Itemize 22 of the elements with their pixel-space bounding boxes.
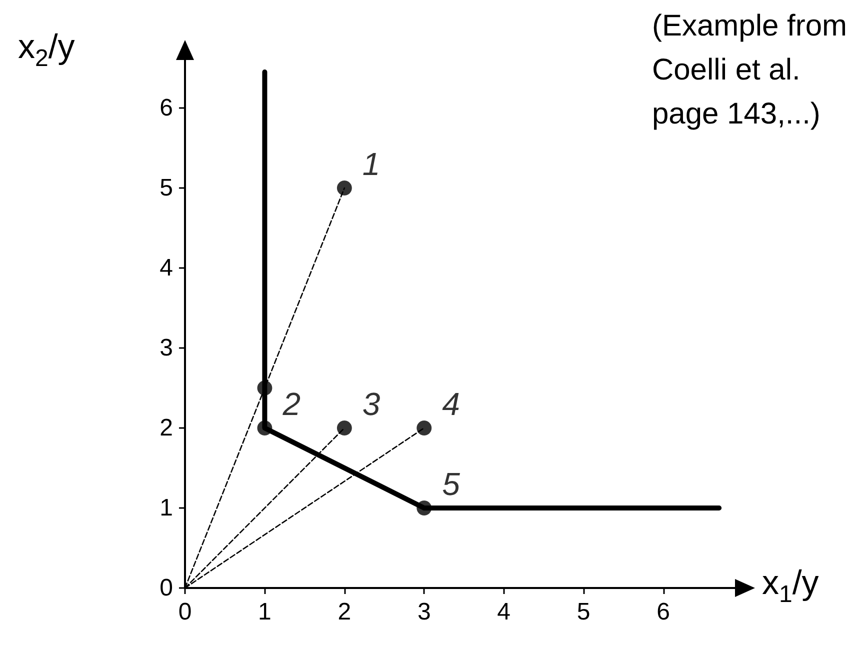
y-tick-label: 6	[160, 94, 173, 122]
y-tick-label: 3	[160, 334, 173, 362]
y-tick-label: 1	[160, 494, 173, 522]
annotation: 2	[282, 386, 301, 422]
annotation: (Example from Coelli et al. page 143,...)	[652, 10, 848, 130]
y-tick-label: 0	[160, 574, 173, 602]
x-tick-label: 4	[497, 598, 511, 626]
x-axis-title: x$_{1}$/y	[762, 564, 819, 608]
annotation: 4	[442, 386, 460, 422]
y-axis-title: x$_{2}$/y	[18, 28, 75, 72]
x-tick-label: 1	[258, 598, 272, 626]
annotation: 5	[442, 466, 460, 502]
y-tick-label: 5	[160, 174, 173, 202]
x-tick-label: 5	[576, 598, 590, 626]
x-tick-label: 2	[338, 598, 352, 626]
annotation: 1	[362, 146, 380, 182]
y-tick-label: 4	[160, 254, 173, 282]
x-tick-label: 3	[417, 598, 431, 626]
x-tick-label: 6	[656, 598, 670, 626]
x-tick-label: 0	[178, 598, 192, 626]
y-tick-label: 2	[160, 414, 173, 442]
annotation: 3	[362, 386, 380, 422]
